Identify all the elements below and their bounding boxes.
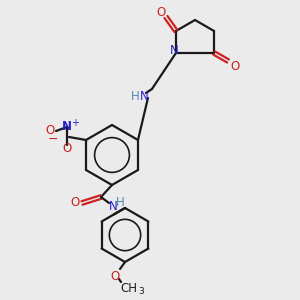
Text: O: O — [45, 124, 55, 137]
Text: N: N — [109, 200, 117, 214]
Text: O: O — [70, 196, 80, 208]
Text: N: N — [169, 44, 178, 58]
Text: 3: 3 — [138, 287, 144, 296]
Text: H: H — [130, 89, 139, 103]
Text: O: O — [156, 5, 166, 19]
Text: O: O — [62, 142, 72, 155]
Text: H: H — [116, 196, 124, 209]
Text: +: + — [71, 118, 79, 128]
Text: N: N — [140, 91, 148, 103]
Text: O: O — [230, 59, 240, 73]
Text: CH: CH — [121, 283, 137, 296]
Text: O: O — [110, 269, 120, 283]
Text: N: N — [62, 121, 72, 134]
Text: −: − — [48, 133, 58, 146]
